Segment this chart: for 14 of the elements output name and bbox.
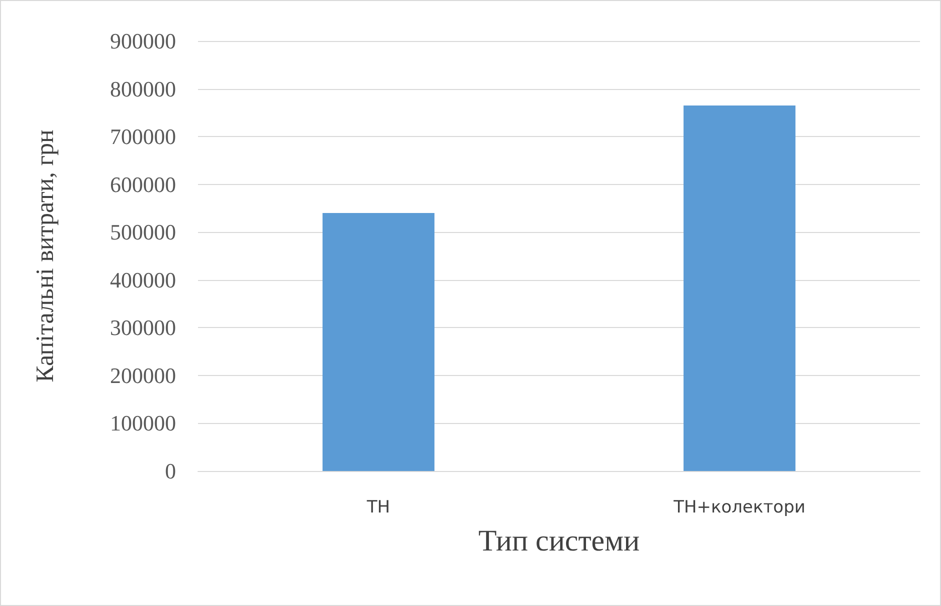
y-tick-label: 300000 (110, 315, 176, 340)
y-axis-title: Капітальні витрати, грн (32, 130, 59, 382)
y-tick-label: 900000 (110, 28, 176, 54)
y-tick-label: 600000 (110, 172, 176, 197)
y-tick-label: 700000 (110, 124, 176, 150)
y-tick-label: 500000 (110, 220, 176, 245)
y-tick-label: 200000 (110, 362, 176, 388)
y-tick-label: 100000 (110, 410, 176, 436)
y-tick-label: 400000 (110, 267, 176, 292)
x-axis-title: Тип системи (478, 524, 640, 558)
x-tick-label: ТН+колектори (672, 498, 806, 518)
y-tick-label: 800000 (110, 76, 176, 102)
x-tick-label: ТН (366, 498, 390, 518)
y-tick-label: 0 (165, 458, 176, 484)
